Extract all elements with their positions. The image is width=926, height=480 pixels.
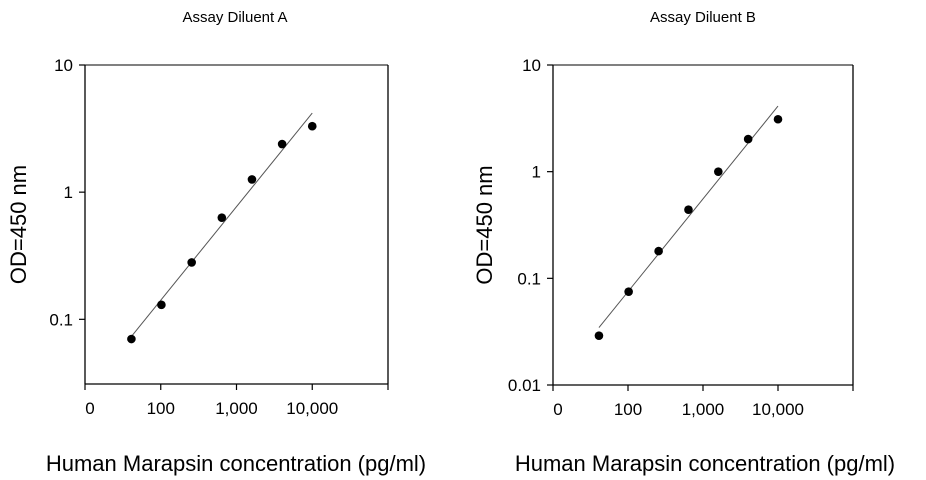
x-tick-label: 10,000	[286, 399, 338, 418]
data-point	[743, 134, 753, 144]
data-point	[714, 167, 723, 176]
x-axis-label: Human Marapsin concentration (pg/ml)	[46, 451, 426, 476]
data-point	[127, 334, 136, 344]
y-tick-label: 0.1	[49, 310, 73, 329]
y-tick-label: 10	[522, 56, 541, 75]
chart-title: Assay Diluent A	[182, 9, 287, 26]
x-tick-label: 100	[614, 400, 642, 419]
y-tick-label: 0.1	[517, 269, 541, 288]
data-point	[654, 246, 663, 256]
chart-title: Assay Diluent B	[650, 9, 756, 26]
data-point	[247, 175, 257, 184]
data-point	[594, 331, 604, 340]
y-axis-label: OD=450 nm	[6, 165, 31, 284]
y-axis-label: OD=450 nm	[472, 165, 497, 284]
x-axis-label: Human Marapsin concentration (pg/ml)	[515, 451, 895, 476]
data-point	[684, 205, 693, 214]
data-point	[624, 287, 633, 296]
fit-line	[131, 112, 313, 337]
y-tick-label: 0.01	[508, 376, 541, 395]
data-point	[187, 258, 196, 267]
data-point	[217, 213, 227, 222]
x-tick-label: 0	[553, 400, 562, 419]
data-point	[307, 121, 317, 131]
x-tick-label: 1,000	[682, 400, 725, 419]
data-point	[157, 300, 166, 310]
y-tick-label: 1	[532, 163, 541, 182]
data-point	[277, 139, 287, 149]
x-tick-label: 100	[147, 399, 175, 418]
x-tick-label: 10,000	[752, 400, 804, 419]
data-point	[773, 114, 783, 124]
y-tick-label: 1	[64, 183, 73, 202]
y-tick-label: 10	[54, 56, 73, 75]
x-tick-label: 1,000	[215, 399, 258, 418]
x-tick-label: 0	[85, 399, 94, 418]
